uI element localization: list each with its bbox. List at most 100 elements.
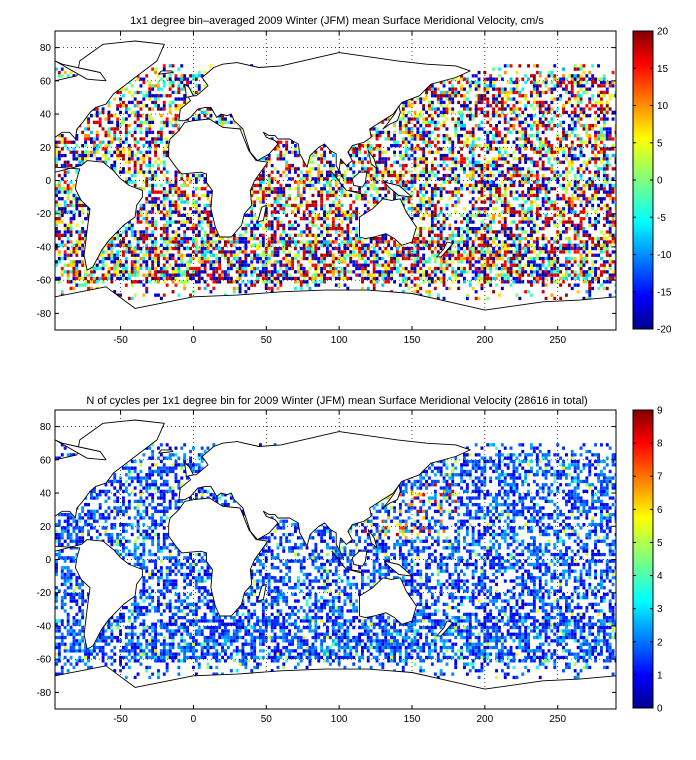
data-cell <box>349 270 353 274</box>
data-cell <box>63 173 67 178</box>
data-cell <box>119 130 122 134</box>
data-cell <box>401 104 405 108</box>
data-cell <box>151 117 155 121</box>
data-cell <box>110 256 114 261</box>
data-cell <box>250 187 254 191</box>
data-cell <box>311 183 315 188</box>
data-cell <box>305 223 309 227</box>
data-cell <box>430 114 434 118</box>
data-cell <box>317 283 321 287</box>
data-cell <box>486 114 490 118</box>
data-cell <box>244 213 248 217</box>
data-cell <box>151 260 155 264</box>
data-cell <box>541 183 545 188</box>
data-cell <box>457 134 461 138</box>
data-cell <box>369 276 373 281</box>
data-cell <box>279 197 283 201</box>
data-cell <box>177 263 181 267</box>
data-cell <box>104 160 108 164</box>
data-cell <box>538 117 542 121</box>
data-cell <box>162 94 166 98</box>
data-cell <box>366 160 370 164</box>
data-cell <box>320 266 324 271</box>
data-cell <box>177 197 181 201</box>
data-cell <box>244 243 248 247</box>
data-cell <box>498 163 501 168</box>
data-cell <box>60 220 64 224</box>
data-cell <box>573 147 577 151</box>
data-cell <box>398 153 402 158</box>
data-cell <box>503 240 507 244</box>
data-cell <box>165 137 169 141</box>
data-cell <box>308 157 312 161</box>
data-cell <box>57 197 61 201</box>
data-cell <box>463 124 466 128</box>
data-cell <box>235 253 239 257</box>
data-cell <box>550 120 554 124</box>
data-cell <box>101 140 105 144</box>
data-cell <box>541 203 545 208</box>
data-cell <box>244 283 248 287</box>
data-cell <box>337 243 341 247</box>
data-cell <box>355 193 359 198</box>
data-cell <box>186 260 189 264</box>
data-cell <box>518 237 522 241</box>
data-cell <box>133 263 137 267</box>
data-cell <box>148 84 152 88</box>
data-cell <box>430 94 434 98</box>
data-cell <box>183 223 187 227</box>
data-cell <box>515 90 519 95</box>
data-cell <box>535 213 539 217</box>
data-cell <box>433 270 437 274</box>
data-cell <box>375 256 379 261</box>
data-cell <box>206 183 210 188</box>
data-cell <box>454 163 458 168</box>
data-cell <box>396 260 399 264</box>
data-cell <box>503 140 507 144</box>
data-cell <box>500 253 504 257</box>
data-cell <box>442 270 446 274</box>
data-cell <box>576 144 580 148</box>
data-cell <box>273 253 277 257</box>
data-cell <box>326 170 329 174</box>
data-cell <box>171 117 175 121</box>
data-cell <box>174 273 178 277</box>
data-cell <box>363 144 367 148</box>
data-cell <box>562 107 565 111</box>
data-cell <box>544 153 548 158</box>
data-cell <box>361 243 364 247</box>
data-cell <box>436 100 440 105</box>
data-cell <box>422 280 426 284</box>
data-cell <box>518 233 522 237</box>
data-cell <box>486 130 490 134</box>
data-cell <box>503 107 507 111</box>
data-cell <box>113 270 117 274</box>
data-cell <box>506 260 510 264</box>
data-cell <box>186 280 189 284</box>
data-cell <box>535 223 539 227</box>
data-cell <box>530 127 533 131</box>
data-cell <box>69 227 73 231</box>
data-cell <box>218 273 222 277</box>
data-cell <box>465 104 469 108</box>
data-cell <box>317 180 321 184</box>
data-cell <box>489 183 493 188</box>
data-cell <box>75 276 79 281</box>
data-cell <box>282 203 286 208</box>
data-cell <box>489 187 493 191</box>
data-cell <box>328 160 332 164</box>
data-cell <box>439 256 443 261</box>
data-cell <box>465 260 469 264</box>
data-cell <box>288 150 291 154</box>
data-cell <box>460 74 463 78</box>
data-cell <box>495 167 498 171</box>
data-cell <box>171 84 175 88</box>
data-cell <box>463 280 466 284</box>
data-cell <box>550 263 554 267</box>
data-cell <box>66 170 70 174</box>
data-cell <box>401 167 405 171</box>
data-cell <box>483 180 487 184</box>
data-cell <box>72 270 76 274</box>
data-cell <box>512 180 516 184</box>
data-cell <box>162 230 166 234</box>
